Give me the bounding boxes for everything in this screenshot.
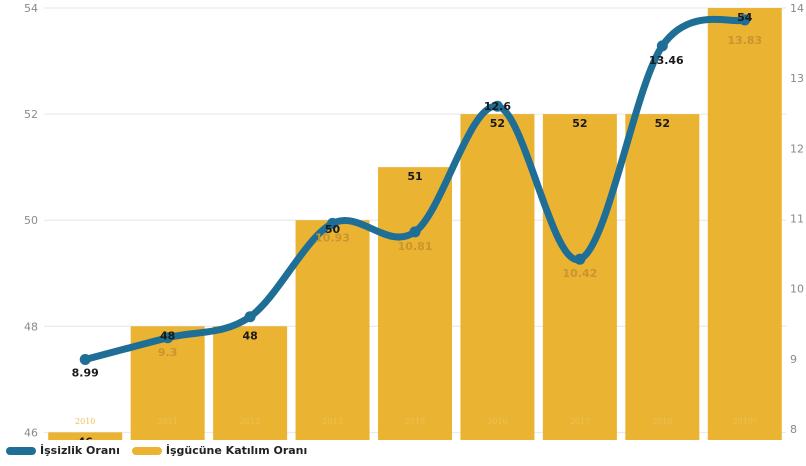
bar [378, 167, 452, 440]
legend-label-line: İşsizlik Oranı [40, 444, 120, 457]
bar [213, 326, 288, 440]
bar-value-label: 51 [407, 170, 422, 183]
bar [48, 432, 123, 440]
right-tick-label: 11 [790, 212, 804, 225]
line-point [79, 354, 91, 366]
line-value-label: 13.46 [649, 54, 684, 67]
legend-item-line[interactable]: İşsizlik Oranı [6, 444, 120, 457]
left-axis: 46 48 50 52 54 [24, 2, 38, 439]
left-tick-label: 50 [24, 214, 38, 227]
bar-value-label: 46 [78, 435, 94, 440]
data-labels: 46 48 48 50 51 52 52 52 54 8.99 9.3 10.93 10.81 12.6 1… [72, 11, 763, 440]
line-value-label: 12.6 [484, 100, 511, 113]
category-label: 2013 [322, 417, 342, 426]
category-label: 2010 [75, 417, 95, 426]
line-point [574, 253, 586, 265]
line-point [244, 311, 256, 323]
bar-value-label: 48 [242, 329, 257, 342]
right-tick-label: 9 [790, 353, 797, 366]
right-tick-label: 10 [790, 283, 804, 296]
left-tick-label: 54 [24, 2, 38, 15]
category-label: 2017 [570, 417, 590, 426]
line-point [656, 40, 668, 52]
category-label: 2011 [157, 417, 177, 426]
line-value-label: 10.93 [315, 231, 350, 244]
right-axis: 8 9 10 11 12 13 14 [790, 2, 804, 436]
line-path [81, 15, 749, 364]
right-tick-label: 14 [790, 2, 804, 15]
legend: İşsizlik Oranı İşgücüne Katılım Oranı [6, 444, 307, 457]
bar [542, 114, 617, 440]
category-label: 2018 [652, 417, 672, 426]
bar-series [48, 8, 782, 440]
combo-chart: 46 48 50 52 54 8 9 10 11 12 13 14 2010 2011 2012 2013… [24, 2, 804, 440]
left-tick-label: 48 [24, 320, 38, 333]
right-tick-label: 8 [790, 423, 797, 436]
line-value-label: 10.42 [562, 267, 597, 280]
legend-swatch-line [6, 446, 36, 455]
bar-value-label: 54 [737, 11, 753, 24]
bar [295, 220, 370, 440]
bar-value-label: 52 [490, 117, 505, 130]
legend-label-bar: İşgücüne Katılım Oranı [165, 444, 308, 457]
category-label: 2016 [487, 417, 507, 426]
line-point [162, 332, 174, 344]
bar-value-label: 52 [655, 117, 670, 130]
category-label: 2012 [240, 417, 260, 426]
left-tick-label: 46 [24, 426, 38, 439]
line-series [79, 14, 751, 366]
line-value-label: 9.3 [158, 346, 178, 359]
right-tick-label: 12 [790, 142, 804, 155]
line-point [491, 100, 503, 112]
left-tick-label: 52 [24, 108, 38, 121]
category-label: 2019* [733, 417, 757, 426]
bar-value-label: 48 [160, 329, 175, 342]
bar [625, 114, 700, 440]
category-label: 2015 [405, 417, 425, 426]
bar [460, 114, 535, 440]
bar-value-label: 52 [572, 117, 587, 130]
bar-value-label: 50 [325, 223, 341, 236]
line-point [327, 217, 339, 229]
line-value-label: 13.83 [727, 34, 762, 47]
line-point [739, 14, 751, 26]
category-labels: 2010 2011 2012 2013 2015 2016 2017 2018 2019* [75, 417, 757, 426]
line-point [409, 226, 421, 238]
line-value-label: 10.81 [398, 240, 433, 253]
right-tick-label: 13 [790, 72, 804, 85]
bar [707, 8, 782, 440]
legend-swatch-bar [131, 446, 162, 455]
line-value-label: 8.99 [72, 367, 99, 380]
legend-item-bar[interactable]: İşgücüne Katılım Oranı [131, 444, 308, 457]
